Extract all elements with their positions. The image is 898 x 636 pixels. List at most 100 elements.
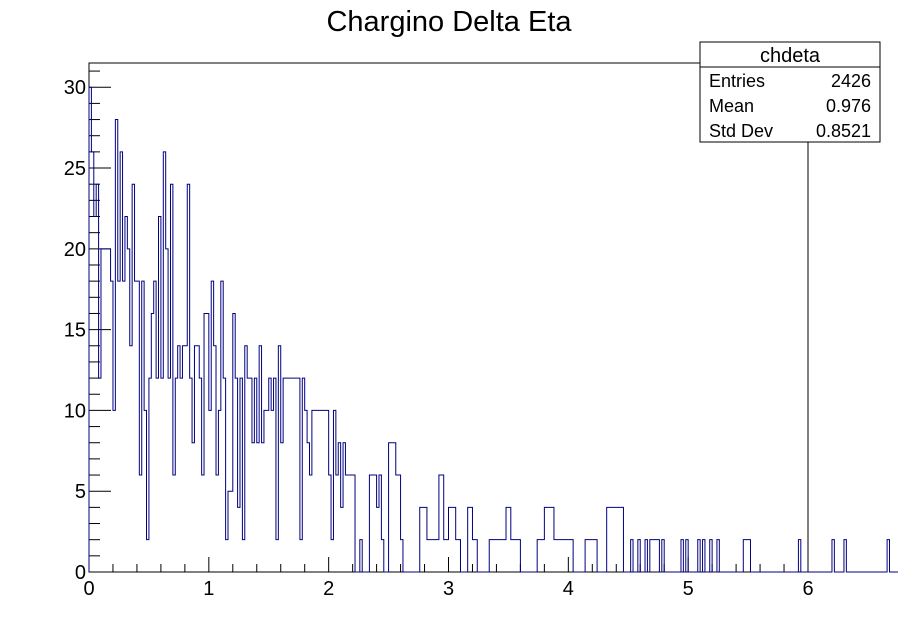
x-tick-label: 4: [563, 578, 574, 600]
histogram-bin: [262, 443, 264, 572]
histogram-bin: [135, 281, 137, 572]
histogram-bin: [432, 540, 434, 572]
stats-stddev-label: Std Dev: [709, 121, 773, 141]
chart-title: Chargino Delta Eta: [326, 6, 572, 38]
histogram-bin: [185, 346, 187, 572]
x-axis: 0 1 2 3 4 5 6: [83, 557, 814, 600]
histogram-bin: [609, 507, 611, 572]
histogram-bin: [271, 410, 273, 572]
x-tick-label: 6: [802, 578, 813, 600]
histogram-bin: [504, 540, 506, 572]
x-tick-label: 2: [323, 578, 334, 600]
histogram-bin: [247, 378, 249, 572]
histogram-bin: [559, 540, 561, 572]
histogram-bin: [168, 378, 170, 572]
histogram-bin: [540, 540, 542, 572]
histogram-bin: [434, 540, 436, 572]
histogram-bin: [295, 378, 297, 572]
histogram-bin: [554, 540, 556, 572]
histogram-bin: [499, 540, 501, 572]
histogram-bin: [290, 378, 292, 572]
histogram-bin: [564, 540, 566, 572]
histogram-bin: [202, 475, 204, 572]
histogram-bin: [118, 281, 120, 572]
histogram-bin: [331, 540, 333, 572]
y-tick-label: 20: [64, 239, 86, 261]
histogram-bin: [314, 410, 316, 572]
histogram-bin: [511, 540, 513, 572]
y-tick-label: 0: [75, 562, 86, 584]
histogram-bin: [391, 443, 393, 572]
stats-mean-value: 0.976: [826, 96, 871, 116]
histogram-bin: [147, 540, 149, 572]
histogram-bin: [444, 540, 446, 572]
histogram-bin: [611, 507, 613, 572]
histogram-bin: [324, 410, 326, 572]
histogram-bin: [156, 378, 158, 572]
histogram-bin: [139, 475, 141, 572]
histogram-bin: [345, 475, 347, 572]
histogram-bin: [281, 443, 283, 572]
histogram-bin: [226, 540, 228, 572]
histogram-bin: [161, 378, 163, 572]
histogram-bin: [547, 507, 549, 572]
histogram-bin: [300, 540, 302, 572]
histogram-bin: [451, 507, 453, 572]
histogram-bin: [549, 507, 551, 572]
histogram-bin: [341, 507, 343, 572]
histogram-bin: [178, 346, 180, 572]
stats-box-title: chdeta: [760, 45, 821, 67]
histogram-bin: [130, 346, 132, 572]
stats-box-frame: [699, 41, 881, 143]
histogram-bin: [437, 540, 439, 572]
histogram-bin: [427, 540, 429, 572]
x-tick-label: 0: [83, 578, 94, 600]
histogram-bin: [319, 410, 321, 572]
stats-stddev-value: 0.8521: [816, 121, 871, 141]
histogram-bin: [209, 410, 211, 572]
x-tick-label: 1: [203, 578, 214, 600]
histogram-bin: [266, 410, 268, 572]
histogram-bin: [746, 540, 748, 572]
histogram-bin: [556, 540, 558, 572]
histogram-bin: [286, 378, 288, 572]
histogram-bin: [619, 507, 621, 572]
stats-entries-value: 2426: [831, 71, 871, 91]
x-tick-label: 3: [443, 578, 454, 600]
histogram-outline: [88, 86, 898, 573]
histogram-bin: [513, 540, 515, 572]
histogram-bin: [123, 281, 125, 572]
histogram-bin: [492, 540, 494, 572]
histogram-bin: [197, 346, 199, 572]
histogram-bin: [288, 378, 290, 572]
histogram-bin: [336, 475, 338, 572]
histogram-bin: [396, 475, 398, 572]
histogram-layer: [88, 86, 898, 573]
y-tick-label: 30: [64, 77, 86, 99]
histogram-bin: [501, 540, 503, 572]
y-tick-label: 25: [64, 158, 86, 180]
histogram-bin: [616, 507, 618, 572]
x-tick-label: 5: [683, 578, 694, 600]
y-tick-label: 15: [64, 320, 86, 342]
histogram-bin: [377, 507, 379, 572]
histogram-bin: [348, 475, 350, 572]
histogram-bin: [113, 410, 115, 572]
histogram-bin: [372, 475, 374, 572]
histogram-bin: [561, 540, 563, 572]
stats-mean-label: Mean: [709, 96, 754, 116]
histogram-bin: [456, 540, 458, 572]
histogram-bin: [252, 443, 254, 572]
histogram-bin: [350, 475, 352, 572]
histogram-bin: [655, 540, 657, 572]
histogram-bin: [317, 410, 319, 572]
stats-entries-label: Entries: [709, 71, 765, 91]
histogram-bin: [614, 507, 616, 572]
histogram-bin: [309, 475, 311, 572]
histogram-bin: [652, 540, 654, 572]
histogram-bin: [230, 491, 232, 572]
histogram-bin: [173, 475, 175, 572]
histogram-bin: [321, 410, 323, 572]
stats-box: chdeta Entries 2426 Mean 0.976 Std Dev 0…: [699, 41, 881, 143]
